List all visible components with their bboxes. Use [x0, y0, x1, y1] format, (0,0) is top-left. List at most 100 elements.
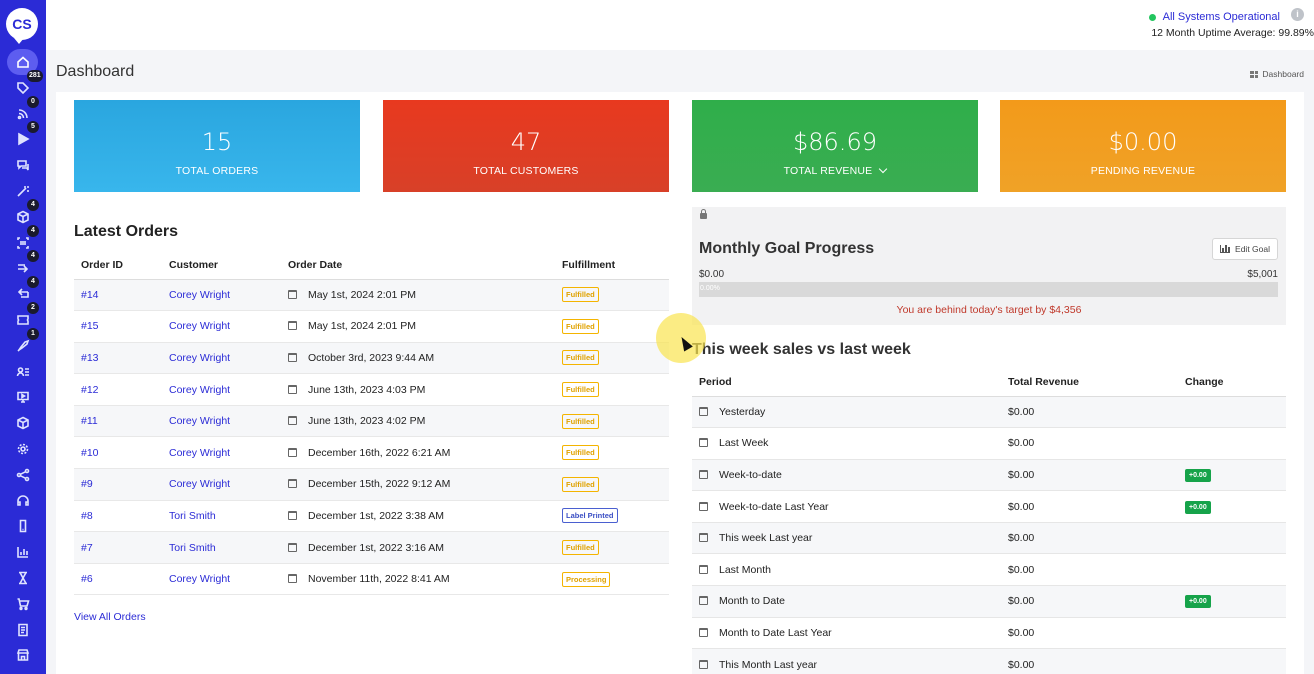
home-icon	[17, 56, 29, 68]
customer-link[interactable]: Corey Wright	[169, 351, 231, 364]
customer-link[interactable]: Corey Wright	[169, 415, 231, 428]
order-date: May 1st, 2024 2:01 PM	[308, 288, 416, 301]
order-date-cell: November 11th, 2022 8:41 AM	[281, 563, 555, 596]
order-id-link[interactable]: #13	[81, 351, 99, 364]
sidebar-item-play[interactable]: 5	[0, 121, 46, 151]
period-cell: Last Month	[692, 553, 1001, 587]
sidebar-item-chat[interactable]	[0, 153, 46, 177]
app-logo[interactable]: CS	[6, 8, 38, 44]
page-title: Dashboard	[56, 63, 135, 80]
order-id-link[interactable]: #9	[81, 478, 93, 491]
order-id-link[interactable]: #12	[81, 383, 99, 396]
sidebar-item-users-list[interactable]	[0, 360, 46, 384]
latest-orders-title: Latest Orders	[74, 223, 179, 240]
nav-badge: 4	[27, 198, 39, 211]
sidebar-item-box[interactable]: 4	[0, 198, 46, 229]
fulfillment-cell: Label Printed	[555, 500, 669, 533]
total-revenue-value: $86.69	[793, 128, 877, 156]
top-bar: All Systems Operational i 12 Month Uptim…	[46, 0, 1314, 50]
customer-link[interactable]: Corey Wright	[169, 320, 231, 333]
fulfillment-cell: Fulfilled	[555, 468, 669, 501]
sidebar-item-headset[interactable]	[0, 489, 46, 513]
table-row: #11 Corey Wright June 13th, 2023 4:02 PM Fu…	[74, 405, 669, 438]
breadcrumb[interactable]: Dashboard	[1250, 69, 1304, 79]
customer-cell: Tori Smith	[162, 500, 281, 533]
sidebar-item-cart[interactable]	[0, 592, 46, 616]
calendar-icon	[699, 659, 708, 669]
change-cell: +0.00	[1178, 459, 1286, 492]
calendar-icon	[699, 501, 708, 511]
sidebar-item-return[interactable]: 4	[0, 276, 46, 306]
total-revenue-dropdown[interactable]: TOTAL REVENUE	[692, 164, 978, 177]
order-id-link[interactable]: #8	[81, 509, 93, 522]
calendar-icon	[699, 533, 708, 543]
calendar-icon	[288, 510, 297, 520]
system-status[interactable]: All Systems Operational	[1148, 11, 1280, 23]
lock-icon[interactable]	[700, 209, 707, 219]
change-cell	[1178, 648, 1286, 674]
total-revenue-card[interactable]: $86.69 TOTAL REVENUE	[692, 100, 978, 192]
period-label: Last Month	[719, 563, 771, 576]
chat-icon	[17, 160, 29, 171]
total-customers-card[interactable]: 47 TOTAL CUSTOMERS	[383, 100, 669, 192]
fulfillment-cell: Fulfilled	[555, 531, 669, 564]
sidebar-item-scan[interactable]: 4	[0, 224, 46, 255]
store-icon	[16, 649, 30, 662]
sidebar-item-bar-chart[interactable]	[0, 540, 46, 564]
order-date: November 11th, 2022 8:41 AM	[308, 573, 450, 586]
sidebar-item-tag[interactable]: 281	[0, 69, 46, 100]
order-id-link[interactable]: #15	[81, 320, 99, 333]
change-cell	[1178, 522, 1286, 555]
table-row: #9 Corey Wright December 15th, 2022 9:12 A…	[74, 468, 669, 501]
sidebar-item-share[interactable]	[0, 463, 46, 487]
customer-link[interactable]: Tori Smith	[169, 509, 216, 522]
order-id-link[interactable]: #6	[81, 573, 93, 586]
sidebar-item-ticket[interactable]: 2	[0, 302, 46, 332]
sidebar-item-cube[interactable]	[0, 411, 46, 435]
fulfillment-cell: Fulfilled	[555, 342, 669, 375]
period-cell: Month to Date	[692, 585, 1001, 618]
order-date: May 1st, 2024 2:01 PM	[308, 320, 416, 333]
system-status-text[interactable]: All Systems Operational	[1162, 11, 1280, 23]
customer-link[interactable]: Tori Smith	[169, 541, 216, 554]
order-id-link[interactable]: #10	[81, 446, 99, 459]
order-date-cell: December 16th, 2022 6:21 AM	[281, 436, 555, 470]
order-id-link[interactable]: #14	[81, 288, 99, 301]
fulfillment-badge: Fulfilled	[562, 382, 599, 398]
nav-badge: 4	[27, 224, 39, 237]
bar-chart-icon	[17, 547, 28, 558]
sidebar-item-hourglass[interactable]	[0, 566, 46, 590]
sidebar-item-document[interactable]	[0, 618, 46, 642]
customer-cell: Corey Wright	[162, 373, 281, 406]
view-all-orders-link[interactable]: View All Orders	[74, 611, 146, 623]
customer-link[interactable]: Corey Wright	[169, 383, 231, 396]
sidebar-item-magic-wand[interactable]	[0, 179, 46, 203]
order-id-link[interactable]: #11	[81, 415, 98, 428]
table-row: Week-to-date $0.00 +0.00	[692, 459, 1286, 492]
sidebar-item-gear[interactable]	[0, 437, 46, 461]
change-badge: +0.00	[1185, 595, 1211, 609]
customer-link[interactable]: Corey Wright	[169, 446, 231, 459]
sidebar-item-rocket[interactable]: 1	[0, 327, 46, 358]
customer-link[interactable]: Corey Wright	[169, 573, 231, 586]
table-row: Month to Date Last Year $0.00	[692, 617, 1286, 650]
customer-link[interactable]: Corey Wright	[169, 478, 231, 491]
pending-revenue-card[interactable]: $0.00 PENDING REVENUE	[1000, 100, 1286, 192]
col-customer: Customer	[162, 252, 281, 280]
uptime-text: 12 Month Uptime Average: 99.89%	[1151, 27, 1314, 39]
edit-goal-button[interactable]: Edit Goal	[1212, 238, 1278, 260]
calendar-icon	[288, 416, 297, 426]
table-row: This week Last year $0.00	[692, 522, 1286, 555]
sidebar-item-rss[interactable]: 0	[0, 95, 46, 126]
sidebar-item-store[interactable]	[0, 643, 46, 667]
info-icon[interactable]: i	[1291, 8, 1304, 21]
sidebar-item-monitor[interactable]	[0, 385, 46, 409]
status-dot-icon	[1148, 13, 1156, 21]
sidebar-item-forward[interactable]: 4	[0, 250, 46, 280]
table-row: #12 Corey Wright June 13th, 2023 4:03 PM Fu…	[74, 373, 669, 406]
customer-link[interactable]: Corey Wright	[169, 288, 231, 301]
sidebar-item-mobile[interactable]	[0, 514, 46, 538]
sidebar-item-home[interactable]	[0, 49, 46, 75]
order-id-link[interactable]: #7	[81, 541, 93, 554]
total-orders-card[interactable]: 15 TOTAL ORDERS	[74, 100, 360, 192]
